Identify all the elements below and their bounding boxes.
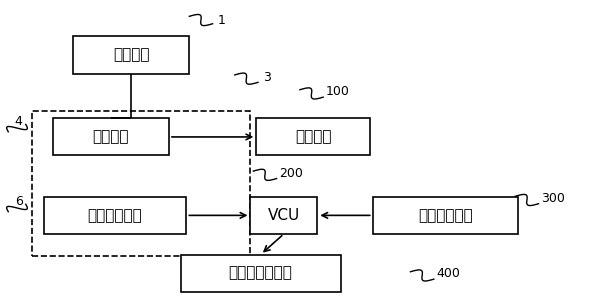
Text: 4: 4 [15, 115, 23, 128]
Text: 车速获取装置: 车速获取装置 [418, 208, 473, 223]
Text: 汽车喇叭: 汽车喇叭 [295, 130, 331, 144]
Bar [44, 197, 187, 234]
Text: 6: 6 [15, 195, 23, 208]
Text: 喇叭开关: 喇叭开关 [93, 130, 129, 144]
Text: 3: 3 [263, 70, 271, 84]
Bar [73, 36, 189, 74]
Bar [32, 111, 251, 256]
Bar [372, 197, 518, 234]
Bar [52, 118, 169, 156]
Text: VCU: VCU [268, 208, 300, 223]
Text: 400: 400 [437, 267, 460, 280]
Text: 1: 1 [217, 14, 225, 27]
Text: 汽车的制动装置: 汽车的制动装置 [229, 265, 293, 281]
Bar [256, 118, 369, 156]
Text: 紧急制动开关: 紧急制动开关 [88, 208, 143, 223]
Bar [181, 255, 340, 292]
Text: 300: 300 [541, 192, 565, 205]
Bar [251, 197, 317, 234]
Text: 100: 100 [326, 85, 350, 98]
Text: 200: 200 [279, 167, 303, 180]
Text: 喇叭按板: 喇叭按板 [113, 47, 149, 62]
